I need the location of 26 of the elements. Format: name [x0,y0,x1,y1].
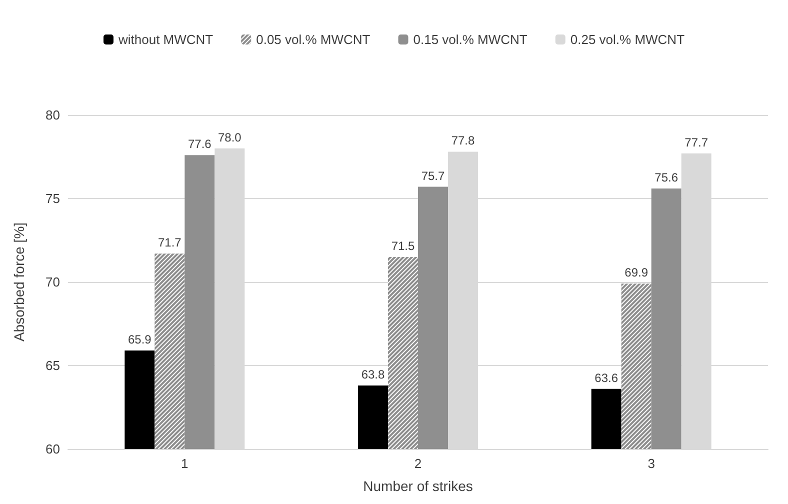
data-label: 78.0 [218,130,242,144]
x-tick-label: 1 [181,456,188,471]
data-label: 71.5 [391,238,415,253]
data-label: 63.6 [594,370,618,385]
data-label: 75.6 [654,170,678,184]
legend-label: 0.05 vol.% MWCNT [256,32,370,47]
y-axis-title: Absorbed force [%] [11,222,27,342]
data-label: 75.7 [421,168,445,183]
x-axis-title: Number of strikes [363,478,473,494]
x-tick-label: 2 [414,456,422,471]
data-label: 77.7 [684,135,708,150]
data-label: 63.8 [361,368,385,382]
data-label: 77.8 [451,134,475,148]
data-label: 77.6 [188,137,212,152]
x-tick-label: 3 [648,456,655,471]
data-label: 65.9 [128,332,152,346]
legend-label: 0.25 vol.% MWCNT [570,32,685,47]
data-label: 71.7 [158,236,182,250]
y-tick-label: 65 [46,358,60,373]
legend-label: without MWCNT [117,32,214,47]
data-label: 69.9 [624,266,648,280]
y-tick-label: 70 [46,274,60,290]
y-tick-label: 75 [46,191,60,206]
y-tick-label: 80 [46,108,60,122]
legend-label: 0.15 vol.% MWCNT [413,32,528,47]
y-tick-label: 60 [46,442,60,456]
